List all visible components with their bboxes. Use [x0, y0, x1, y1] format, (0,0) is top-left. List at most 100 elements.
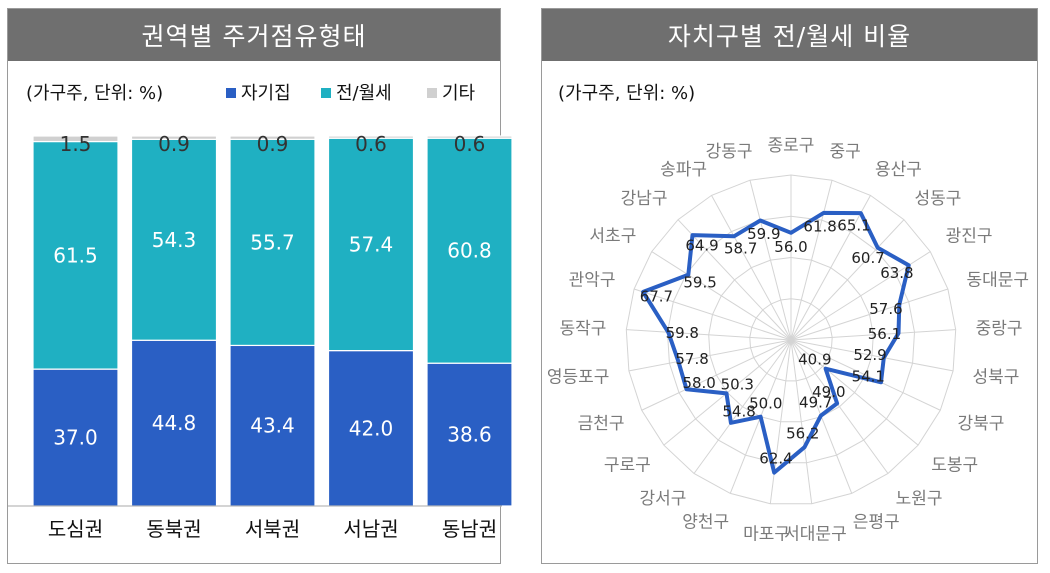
- radar-spoke-24: [749, 180, 792, 341]
- bar-label-3-2: 0.6: [355, 132, 387, 156]
- radar-value-6: 56.1: [868, 325, 901, 343]
- bar-3-0: [327, 350, 415, 507]
- radar-value-14: 50.0: [749, 395, 782, 413]
- radar-ring-2: [708, 256, 874, 423]
- district-label-24: 강동구: [706, 142, 753, 162]
- bar-label-2-0: 43.4: [250, 414, 295, 438]
- bar-1-0: [130, 339, 218, 507]
- district-label-8: 강북구: [957, 414, 1004, 434]
- left-unit-label: (가구주, 단위: %): [26, 83, 163, 104]
- radar-spoke-23: [711, 195, 792, 341]
- radar-value-20: 67.7: [640, 287, 673, 305]
- radar-series-line: [641, 210, 911, 475]
- district-label-20: 관악구: [569, 271, 616, 291]
- radar-spoke-15: [693, 339, 792, 474]
- bar-label-1-1: 54.3: [152, 228, 197, 252]
- radar-value-10: 49.0: [812, 383, 845, 401]
- radar-value-23: 58.7: [724, 240, 757, 258]
- district-label-18: 영등포구: [547, 368, 610, 388]
- bar-label-0-1: 61.5: [53, 243, 98, 267]
- right-unit-label: (가구주, 단위: %): [558, 83, 695, 104]
- radar-value-13: 62.4: [759, 450, 792, 468]
- radar-spoke-8: [790, 339, 941, 411]
- radar-spoke-5: [790, 288, 949, 341]
- radar-spoke-7: [790, 339, 954, 372]
- district-label-9: 도봉구: [931, 455, 978, 475]
- bar-0-2: [32, 135, 119, 143]
- radar-ring-1: [749, 298, 833, 382]
- category-label-3: 서남권: [343, 517, 398, 541]
- legend-swatch-2: [427, 88, 437, 98]
- bar-3-1: [327, 137, 415, 352]
- legend: 자기집 전/월세 기타: [226, 83, 476, 104]
- radar-chart: (가구주, 단위: %) 종로구 중구용산구성동구광진구동대문구중랑구성북구강북구…: [547, 83, 1029, 544]
- radar-spoke-21: [651, 251, 792, 341]
- right-panel-title: 자치구별 전/월세 비율: [542, 9, 1037, 61]
- region-tenure-panel: 권역별 주거점유형태 (가구주, 단위: %) 자기집 전/월세 기타 37.0 61…: [7, 8, 513, 564]
- district-label-19: 동작구: [559, 319, 606, 339]
- bar-3-2: [327, 135, 415, 139]
- legend-label-1: 전/월세: [336, 83, 392, 104]
- category-label-0: 도심권: [48, 517, 103, 541]
- bar-4-0: [426, 362, 513, 507]
- radar-value-labels: 56.0 61.8 65.1 60.763.8 57.6 56.1 52.9 54.1 40.9…: [640, 216, 914, 467]
- legend-label-0: 자기집: [241, 83, 291, 104]
- district-label-6: 중랑구: [976, 319, 1023, 339]
- district-label-21: 서초구: [589, 227, 636, 247]
- district-label-7: 성북구: [973, 368, 1020, 388]
- radar-value-24: 59.9: [747, 225, 780, 243]
- bar-2-1: [229, 138, 316, 347]
- bar-label-1-0: 44.8: [152, 411, 197, 435]
- category-label-1: 동북권: [146, 517, 201, 541]
- district-label-0: 종로구: [768, 136, 815, 156]
- bar-label-0-0: 37.0: [53, 426, 98, 450]
- district-label-1: 중구: [829, 142, 860, 162]
- radar-value-5: 57.6: [869, 300, 902, 318]
- district-rent-panel: 자치구별 전/월세 비율 (가구주, 단위: %) 종로구 중구 용산구 성동구 광진구…: [541, 8, 1038, 564]
- category-label-4: 동남권: [442, 517, 497, 541]
- bar-label-1-2: 0.9: [158, 132, 190, 156]
- legend-swatch-0: [226, 88, 236, 98]
- radar-spoke-20: [633, 288, 792, 341]
- district-label-23: 송파구: [660, 160, 707, 180]
- radar-value-19: 59.8: [666, 324, 699, 342]
- radar-value-1: 61.8: [803, 218, 836, 236]
- bar-4-2: [426, 135, 513, 139]
- bar-4-1: [426, 137, 513, 364]
- district-label-16: 구로구: [604, 455, 651, 475]
- radar-series: [641, 210, 911, 475]
- category-labels: 도심권 동북권 서북권 서남권 동남권: [48, 517, 497, 541]
- bar-0-1: [32, 140, 119, 370]
- bars: 37.0 61.5 1.5 44.8 54.3 0.9 43.4 55.7 0.9 42.0 57.…: [32, 132, 513, 507]
- radar-value-12: 56.2: [786, 424, 819, 442]
- bar-label-3-1: 57.4: [349, 232, 394, 256]
- radar-value-15: 54.8: [722, 402, 755, 420]
- district-label-22: 강남구: [621, 189, 668, 209]
- radar-ring-4: [625, 174, 957, 505]
- radar-spoke-12: [790, 339, 813, 504]
- radar-value-9: 40.9: [798, 351, 831, 369]
- radar-value-2: 65.1: [837, 216, 870, 234]
- stacked-bar-chart: (가구주, 단위: %) 자기집 전/월세 기타 37.0 61.5 1.5 44.8 54…: [8, 83, 513, 541]
- legend-swatch-1: [321, 88, 331, 98]
- district-label-14: 양천구: [682, 512, 729, 532]
- radar-spoke-2: [790, 195, 871, 341]
- radar-value-3: 60.7: [851, 249, 884, 267]
- radar-spoke-10: [790, 339, 889, 474]
- left-panel-title: 권역별 주거점유형태: [8, 9, 500, 61]
- radar-spoke-18: [628, 339, 792, 372]
- district-label-11: 은평구: [853, 512, 900, 532]
- radar-value-17: 58.0: [682, 374, 715, 392]
- radar-value-7: 52.9: [853, 346, 886, 364]
- bar-1-2: [130, 135, 218, 140]
- district-label-17: 금천구: [578, 414, 625, 434]
- radar-value-21: 59.5: [683, 273, 716, 291]
- district-label-12: 서대문구: [784, 524, 847, 544]
- radar-value-22: 64.9: [685, 236, 718, 254]
- district-labels: 종로구 중구용산구성동구광진구동대문구중랑구성북구강북구도봉구노원구은평구서대문구…: [547, 136, 1029, 544]
- bar-label-4-2: 0.6: [454, 132, 486, 156]
- bar-label-0-2: 1.5: [60, 132, 92, 156]
- district-label-2: 용산구: [875, 160, 922, 180]
- bar-label-4-1: 60.8: [447, 239, 492, 263]
- radar-value-8: 54.1: [852, 367, 885, 385]
